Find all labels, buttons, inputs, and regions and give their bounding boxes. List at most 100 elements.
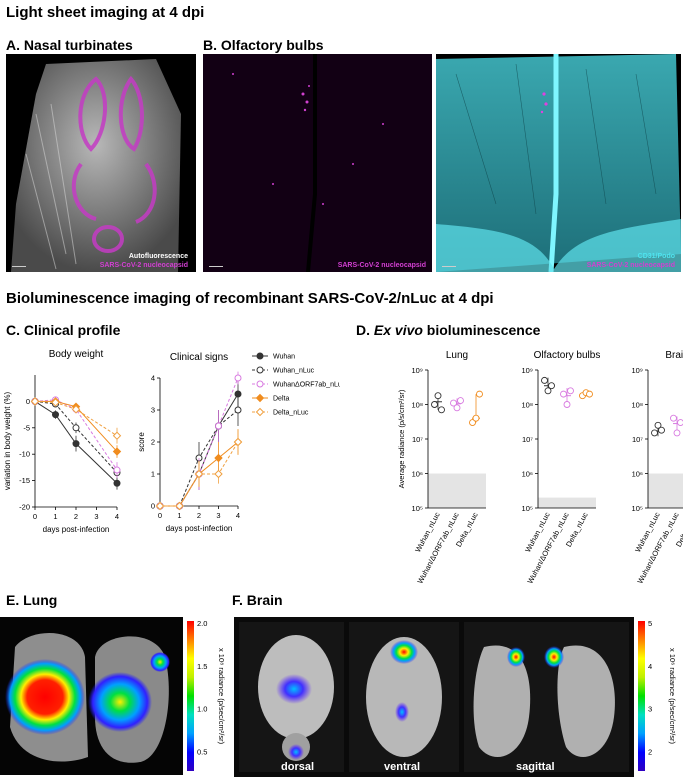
y-tick-label: 10⁶	[412, 470, 423, 479]
lung-bioluminescence-image	[0, 617, 183, 775]
colorbar-scale	[187, 621, 194, 771]
y-tick-label: 10⁷	[632, 435, 643, 444]
data-point	[233, 437, 243, 447]
cd31-caption: CD31/Podo	[637, 253, 675, 260]
y-tick-label: 10⁸	[631, 401, 643, 410]
data-point	[658, 426, 665, 434]
panel-d-label-pre: D.	[356, 322, 374, 338]
y-axis-label: score	[137, 432, 146, 452]
series-line	[34, 400, 118, 437]
data-point	[72, 424, 80, 432]
colorbar-tick-label: 1.5	[197, 662, 207, 671]
data-point	[175, 501, 184, 511]
data-point	[234, 374, 242, 382]
brain-bioluminescence-image: dorsal ventral sagittal	[234, 617, 634, 777]
data-point	[586, 390, 593, 398]
data-point	[677, 419, 683, 426]
data-point	[450, 399, 457, 407]
series-line	[35, 400, 118, 452]
colorbar-tick-label: 2.0	[197, 619, 207, 628]
y-tick-label: 10⁵	[412, 504, 423, 513]
data-point	[71, 405, 81, 414]
data-point	[30, 397, 40, 406]
olfactory-bulbs-nucleocapsid-image: SARS-CoV-2 nucleocapsid	[203, 54, 432, 272]
data-point	[541, 376, 548, 384]
x-tick-label: 3	[94, 512, 98, 521]
view-label-ventral: ventral	[384, 761, 421, 773]
y-tick-label: 10⁶	[632, 470, 643, 479]
y-tick-label: 0	[151, 502, 155, 511]
panel-c-label: C. Clinical profile	[6, 322, 121, 338]
scale-bar	[442, 266, 456, 267]
brain-colorbar: 5 4 3 2 x 10⁶ radiance (p/sec/cm²/sr)	[638, 619, 677, 771]
data-point	[112, 431, 122, 440]
y-tick-label: 10⁹	[521, 366, 533, 375]
panel-d-label-em: Ex vivo	[373, 322, 423, 338]
data-point	[438, 406, 445, 414]
nasal-turbinates-image: Autofluorescence SARS-CoV-2 nucleocapsid	[6, 54, 196, 272]
data-point	[113, 479, 121, 487]
y-tick-label: 10⁸	[411, 401, 423, 410]
colorbar-tick-label: 2	[648, 748, 652, 757]
series-line	[34, 400, 118, 474]
chart-title: Brain	[665, 350, 683, 361]
data-point	[214, 453, 223, 463]
legend-entry: Delta	[273, 396, 289, 403]
chart-title: Olfactory bulbs	[534, 350, 601, 361]
data-point	[472, 414, 480, 422]
x-axis-label: days post-infection	[166, 524, 233, 533]
chart-title: Body weight	[49, 349, 104, 360]
olfactory-bulbs-cd31-image: CD31/Podo SARS-CoV-2 nucleocapsid	[436, 54, 681, 272]
cd31-nucleocapsid-caption: SARS-CoV-2 nucleocapsid	[586, 262, 675, 269]
clinical-profile-charts: Body weight 0 1 2 3 4 0 -5 -10 -15 -20 days post-in…	[3, 349, 340, 534]
panel-d-label: D. Ex vivo bioluminescence	[356, 322, 540, 338]
figure-title: Light sheet imaging at 4 dpi	[6, 4, 205, 21]
legend-marker	[256, 366, 264, 374]
data-point	[194, 469, 204, 479]
data-point	[113, 466, 121, 474]
x-tick-label: 0	[33, 512, 37, 521]
legend-entry: Wuhan	[273, 354, 295, 361]
data-point	[673, 429, 681, 437]
y-tick-label: 1	[151, 470, 155, 479]
x-axis-label: days post-infection	[43, 525, 110, 534]
y-axis-label: Average radiance (p/s/cm²/sr)	[397, 389, 406, 488]
data-point	[214, 469, 223, 479]
data-point	[548, 382, 555, 390]
x-tick-label: 0	[158, 511, 162, 520]
data-point	[567, 387, 574, 395]
ex-vivo-bioluminescence-charts: Lung 10⁵ 10⁶ 10⁷ 10⁸ 10⁹ Average radiance (p/s…	[397, 350, 683, 585]
data-point	[431, 401, 438, 408]
view-label-dorsal: dorsal	[281, 761, 315, 773]
y-tick-label: -5	[23, 423, 30, 432]
y-tick-label: 4	[151, 374, 155, 383]
chart-title: Lung	[446, 350, 468, 361]
x-tick-label: 4	[115, 512, 119, 521]
lung-colorbar: 2.0 1.5 1.0 0.5 x 10⁸ radiance (p/sec/cm²/sr…	[187, 619, 226, 771]
data-point	[215, 422, 222, 430]
colorbar-scale	[638, 621, 645, 771]
y-axis-label: variation in body weight (%)	[3, 392, 12, 491]
y-tick-label: 10⁷	[522, 435, 533, 444]
data-point	[72, 440, 80, 448]
panel-b-label: B. Olfactory bulbs	[203, 37, 324, 53]
data-point	[434, 392, 442, 400]
panel-f-label: F. Brain	[232, 592, 283, 608]
x-tick-label: 2	[197, 511, 201, 520]
legend-entry: Delta_nLuc	[273, 410, 309, 417]
legend-marker	[256, 352, 264, 360]
data-point	[234, 406, 242, 414]
legend-marker	[255, 393, 265, 403]
y-tick-label: 10⁷	[412, 435, 423, 444]
colorbar-tick-label: 5	[648, 619, 652, 628]
scale-bar	[209, 266, 223, 267]
y-tick-label: 10⁹	[631, 366, 643, 375]
y-tick-label: 10⁵	[522, 504, 533, 513]
data-point	[476, 390, 483, 398]
data-point	[670, 414, 677, 422]
data-point	[453, 404, 461, 412]
y-tick-label: 10⁵	[632, 504, 643, 513]
legend-marker	[256, 380, 264, 388]
y-tick-label: 10⁶	[522, 470, 533, 479]
x-tick-label: 4	[236, 511, 240, 520]
